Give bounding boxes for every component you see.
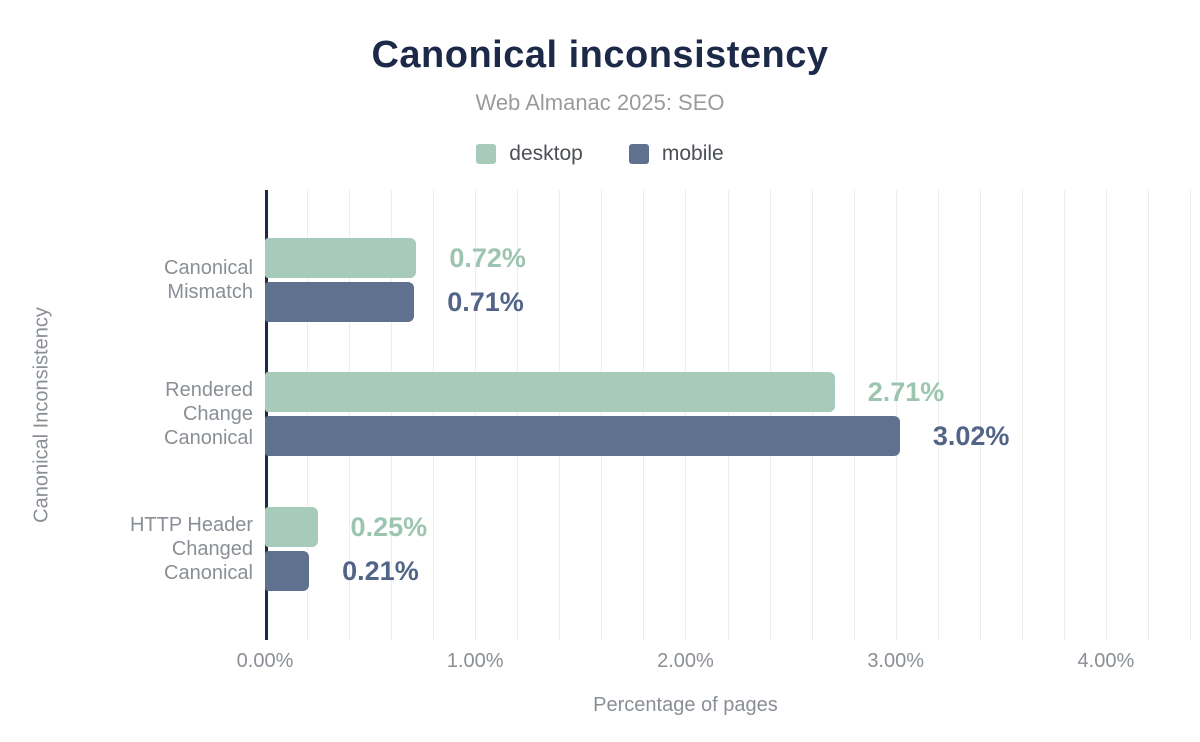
x-tick-label: 4.00% xyxy=(1077,650,1135,672)
gridline xyxy=(1105,190,1107,640)
bar-value-label-mobile-2: 3.02% xyxy=(932,421,1010,451)
x-axis-title: Percentage of pages xyxy=(593,694,778,716)
gridline xyxy=(643,190,645,640)
gridline xyxy=(727,190,729,640)
legend-item-mobile[interactable]: mobile xyxy=(628,142,724,166)
category-label-1: Canonical Mismatch xyxy=(164,257,253,303)
bar-desktop-1[interactable] xyxy=(265,238,417,278)
x-tick-label: 1.00% xyxy=(446,650,504,672)
bar-mobile-3[interactable] xyxy=(265,551,310,591)
legend-item-desktop[interactable]: desktop xyxy=(476,142,583,166)
gridline xyxy=(1147,190,1149,640)
gridline xyxy=(1190,190,1191,640)
gridline xyxy=(307,190,309,640)
gridline xyxy=(601,190,603,640)
legend-label-mobile: mobile xyxy=(661,142,724,165)
bar-desktop-3[interactable] xyxy=(265,507,318,547)
bar-value-label-desktop-1: 0.72% xyxy=(449,243,526,273)
gridline xyxy=(937,190,939,640)
x-tick-label: 3.00% xyxy=(867,650,925,672)
chart-subtitle: Web Almanac 2025: SEO xyxy=(475,90,725,115)
gridline xyxy=(811,190,813,640)
bar-value-label-desktop-3: 0.25% xyxy=(350,512,428,542)
gridline xyxy=(685,190,687,640)
gridline xyxy=(895,190,897,640)
gridline xyxy=(517,190,519,640)
gridline xyxy=(1063,190,1065,640)
x-tick-label: 2.00% xyxy=(657,650,714,672)
bar-value-label-desktop-2: 2.71% xyxy=(867,377,945,407)
gridline xyxy=(349,190,351,640)
y-axis-title: Canonical Inconsistency xyxy=(30,307,53,523)
category-label-3: HTTP Header Changed Canonical xyxy=(129,514,253,584)
bar-mobile-1[interactable] xyxy=(265,282,415,322)
gridline xyxy=(1021,190,1023,640)
gridline xyxy=(853,190,855,640)
gridline xyxy=(769,190,771,640)
bar-desktop-2[interactable] xyxy=(265,372,835,412)
category-label-2: Rendered Change Canonical xyxy=(164,379,253,449)
y-axis-line xyxy=(265,190,268,640)
desktop-swatch-icon xyxy=(476,144,497,164)
gridline xyxy=(433,190,435,640)
bar-value-label-mobile-3: 0.21% xyxy=(342,556,419,586)
gridline xyxy=(475,190,477,640)
gridline xyxy=(559,190,561,640)
x-tick-label: 0.00% xyxy=(236,650,294,672)
legend: desktop mobile xyxy=(0,142,1200,166)
chart-title: Canonical inconsistency xyxy=(371,34,829,76)
mobile-swatch-icon xyxy=(628,144,649,164)
bar-mobile-2[interactable] xyxy=(265,416,900,456)
gridline xyxy=(979,190,981,640)
bar-value-label-mobile-1: 0.71% xyxy=(447,287,524,317)
gridline xyxy=(391,190,393,640)
legend-label-desktop: desktop xyxy=(509,142,583,165)
